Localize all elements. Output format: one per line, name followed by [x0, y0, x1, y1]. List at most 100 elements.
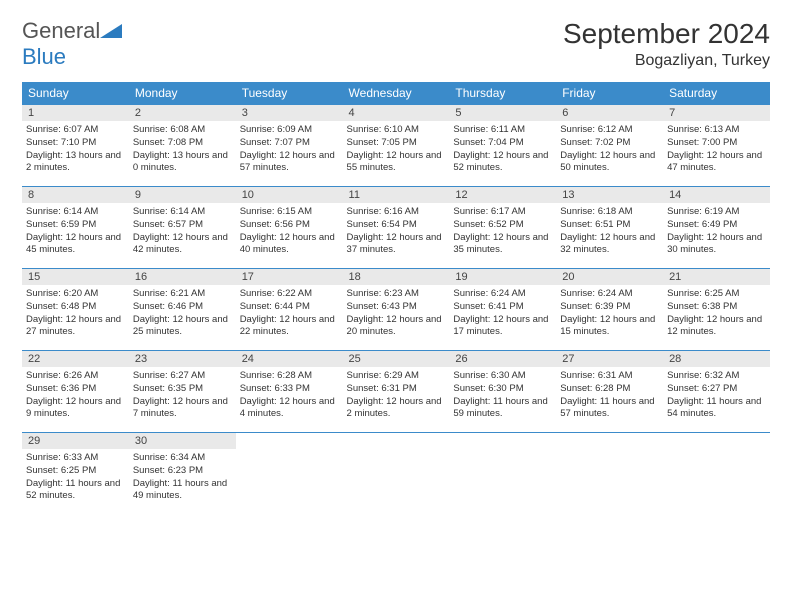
daylight-line: Daylight: 12 hours and 4 minutes. [240, 396, 339, 422]
calendar-week: 8Sunrise: 6:14 AMSunset: 6:59 PMDaylight… [22, 187, 770, 269]
day-number: 1 [22, 105, 129, 121]
daylight-line: Daylight: 11 hours and 57 minutes. [560, 396, 659, 422]
logo-part1: General [22, 18, 100, 43]
daylight-line: Daylight: 12 hours and 7 minutes. [133, 396, 232, 422]
sunset-line: Sunset: 6:33 PM [240, 383, 339, 396]
day-number: 19 [449, 269, 556, 285]
calendar-day: 4Sunrise: 6:10 AMSunset: 7:05 PMDaylight… [343, 105, 450, 187]
sunset-line: Sunset: 6:31 PM [347, 383, 446, 396]
day-data: Sunrise: 6:23 AMSunset: 6:43 PMDaylight:… [343, 285, 450, 342]
sunset-line: Sunset: 6:56 PM [240, 219, 339, 232]
calendar-day: 13Sunrise: 6:18 AMSunset: 6:51 PMDayligh… [556, 187, 663, 269]
calendar-day: 15Sunrise: 6:20 AMSunset: 6:48 PMDayligh… [22, 269, 129, 351]
sunrise-line: Sunrise: 6:20 AM [26, 288, 125, 301]
sunset-line: Sunset: 6:43 PM [347, 301, 446, 314]
day-number: 10 [236, 187, 343, 203]
day-data: Sunrise: 6:14 AMSunset: 6:57 PMDaylight:… [129, 203, 236, 260]
day-number: 6 [556, 105, 663, 121]
calendar-day: 1Sunrise: 6:07 AMSunset: 7:10 PMDaylight… [22, 105, 129, 187]
calendar-day: 9Sunrise: 6:14 AMSunset: 6:57 PMDaylight… [129, 187, 236, 269]
day-data: Sunrise: 6:21 AMSunset: 6:46 PMDaylight:… [129, 285, 236, 342]
calendar-day: 14Sunrise: 6:19 AMSunset: 6:49 PMDayligh… [663, 187, 770, 269]
day-data: Sunrise: 6:20 AMSunset: 6:48 PMDaylight:… [22, 285, 129, 342]
calendar-empty [449, 433, 556, 515]
day-number: 26 [449, 351, 556, 367]
day-data: Sunrise: 6:18 AMSunset: 6:51 PMDaylight:… [556, 203, 663, 260]
day-number: 21 [663, 269, 770, 285]
sunrise-line: Sunrise: 6:10 AM [347, 124, 446, 137]
calendar-day: 6Sunrise: 6:12 AMSunset: 7:02 PMDaylight… [556, 105, 663, 187]
sunrise-line: Sunrise: 6:19 AM [667, 206, 766, 219]
day-data: Sunrise: 6:07 AMSunset: 7:10 PMDaylight:… [22, 121, 129, 178]
calendar-week: 1Sunrise: 6:07 AMSunset: 7:10 PMDaylight… [22, 105, 770, 187]
sunrise-line: Sunrise: 6:17 AM [453, 206, 552, 219]
sunrise-line: Sunrise: 6:27 AM [133, 370, 232, 383]
daylight-line: Daylight: 12 hours and 20 minutes. [347, 314, 446, 340]
day-number: 16 [129, 269, 236, 285]
day-header: Saturday [663, 82, 770, 105]
calendar-day: 22Sunrise: 6:26 AMSunset: 6:36 PMDayligh… [22, 351, 129, 433]
month-title: September 2024 [563, 18, 770, 50]
day-header: Sunday [22, 82, 129, 105]
sunrise-line: Sunrise: 6:29 AM [347, 370, 446, 383]
day-data: Sunrise: 6:24 AMSunset: 6:41 PMDaylight:… [449, 285, 556, 342]
day-data: Sunrise: 6:11 AMSunset: 7:04 PMDaylight:… [449, 121, 556, 178]
title-block: September 2024 Bogazliyan, Turkey [563, 18, 770, 70]
sunrise-line: Sunrise: 6:09 AM [240, 124, 339, 137]
calendar-day: 3Sunrise: 6:09 AMSunset: 7:07 PMDaylight… [236, 105, 343, 187]
day-data: Sunrise: 6:31 AMSunset: 6:28 PMDaylight:… [556, 367, 663, 424]
sunset-line: Sunset: 7:10 PM [26, 137, 125, 150]
sunset-line: Sunset: 6:54 PM [347, 219, 446, 232]
sunset-line: Sunset: 6:57 PM [133, 219, 232, 232]
daylight-line: Daylight: 11 hours and 49 minutes. [133, 478, 232, 504]
sunset-line: Sunset: 6:36 PM [26, 383, 125, 396]
daylight-line: Daylight: 11 hours and 52 minutes. [26, 478, 125, 504]
day-data: Sunrise: 6:22 AMSunset: 6:44 PMDaylight:… [236, 285, 343, 342]
sunset-line: Sunset: 7:02 PM [560, 137, 659, 150]
calendar-empty [236, 433, 343, 515]
calendar-day: 18Sunrise: 6:23 AMSunset: 6:43 PMDayligh… [343, 269, 450, 351]
day-data: Sunrise: 6:10 AMSunset: 7:05 PMDaylight:… [343, 121, 450, 178]
day-header: Monday [129, 82, 236, 105]
sunrise-line: Sunrise: 6:25 AM [667, 288, 766, 301]
day-data: Sunrise: 6:08 AMSunset: 7:08 PMDaylight:… [129, 121, 236, 178]
day-number: 3 [236, 105, 343, 121]
daylight-line: Daylight: 12 hours and 37 minutes. [347, 232, 446, 258]
day-data: Sunrise: 6:24 AMSunset: 6:39 PMDaylight:… [556, 285, 663, 342]
day-data: Sunrise: 6:27 AMSunset: 6:35 PMDaylight:… [129, 367, 236, 424]
daylight-line: Daylight: 12 hours and 57 minutes. [240, 150, 339, 176]
sunset-line: Sunset: 6:44 PM [240, 301, 339, 314]
day-number: 30 [129, 433, 236, 449]
day-number: 13 [556, 187, 663, 203]
daylight-line: Daylight: 12 hours and 52 minutes. [453, 150, 552, 176]
calendar-week: 29Sunrise: 6:33 AMSunset: 6:25 PMDayligh… [22, 433, 770, 515]
calendar-day: 10Sunrise: 6:15 AMSunset: 6:56 PMDayligh… [236, 187, 343, 269]
sunrise-line: Sunrise: 6:13 AM [667, 124, 766, 137]
calendar-day: 5Sunrise: 6:11 AMSunset: 7:04 PMDaylight… [449, 105, 556, 187]
calendar-body: 1Sunrise: 6:07 AMSunset: 7:10 PMDaylight… [22, 105, 770, 515]
calendar-day: 17Sunrise: 6:22 AMSunset: 6:44 PMDayligh… [236, 269, 343, 351]
sunset-line: Sunset: 6:52 PM [453, 219, 552, 232]
sunrise-line: Sunrise: 6:31 AM [560, 370, 659, 383]
sunrise-line: Sunrise: 6:07 AM [26, 124, 125, 137]
day-number: 2 [129, 105, 236, 121]
sunrise-line: Sunrise: 6:21 AM [133, 288, 232, 301]
sunset-line: Sunset: 7:04 PM [453, 137, 552, 150]
daylight-line: Daylight: 11 hours and 54 minutes. [667, 396, 766, 422]
calendar-empty [663, 433, 770, 515]
daylight-line: Daylight: 12 hours and 2 minutes. [347, 396, 446, 422]
daylight-line: Daylight: 12 hours and 22 minutes. [240, 314, 339, 340]
sunset-line: Sunset: 6:59 PM [26, 219, 125, 232]
calendar-day: 28Sunrise: 6:32 AMSunset: 6:27 PMDayligh… [663, 351, 770, 433]
calendar-day: 29Sunrise: 6:33 AMSunset: 6:25 PMDayligh… [22, 433, 129, 515]
calendar-empty [343, 433, 450, 515]
sunrise-line: Sunrise: 6:14 AM [26, 206, 125, 219]
logo-text: General Blue [22, 18, 122, 70]
day-data: Sunrise: 6:33 AMSunset: 6:25 PMDaylight:… [22, 449, 129, 506]
calendar-day: 11Sunrise: 6:16 AMSunset: 6:54 PMDayligh… [343, 187, 450, 269]
sunset-line: Sunset: 6:51 PM [560, 219, 659, 232]
daylight-line: Daylight: 12 hours and 40 minutes. [240, 232, 339, 258]
sunrise-line: Sunrise: 6:32 AM [667, 370, 766, 383]
sunrise-line: Sunrise: 6:18 AM [560, 206, 659, 219]
day-data: Sunrise: 6:29 AMSunset: 6:31 PMDaylight:… [343, 367, 450, 424]
